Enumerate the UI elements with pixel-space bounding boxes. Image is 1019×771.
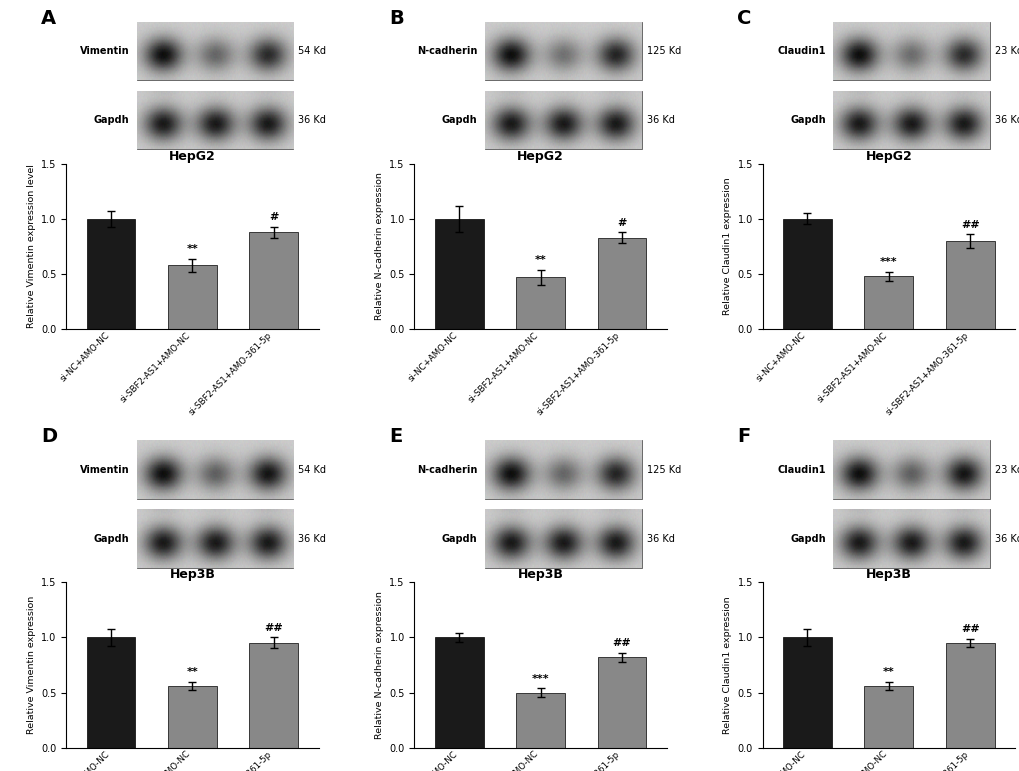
- Text: Gapdh: Gapdh: [790, 534, 824, 544]
- Text: Gapdh: Gapdh: [94, 534, 129, 544]
- Bar: [597, 237, 646, 329]
- Bar: [863, 686, 912, 748]
- Bar: [87, 638, 136, 748]
- Text: ##: ##: [264, 623, 283, 633]
- Bar: [485, 510, 641, 567]
- Bar: [434, 219, 483, 329]
- Text: Vimentin: Vimentin: [79, 465, 129, 475]
- Y-axis label: Relative Claudin1 expression: Relative Claudin1 expression: [722, 596, 732, 734]
- Text: ***: ***: [879, 258, 897, 268]
- Bar: [168, 686, 217, 748]
- Text: 125 Kd: 125 Kd: [646, 46, 680, 56]
- Text: #: #: [269, 212, 278, 222]
- Title: HepG2: HepG2: [864, 150, 911, 163]
- Text: **: **: [186, 667, 198, 677]
- Text: Gapdh: Gapdh: [441, 534, 477, 544]
- Text: 54 Kd: 54 Kd: [299, 465, 326, 475]
- Bar: [833, 440, 988, 499]
- Text: ***: ***: [531, 674, 549, 684]
- Text: N-cadherin: N-cadherin: [417, 46, 477, 56]
- Text: F: F: [737, 427, 750, 446]
- Bar: [168, 265, 217, 329]
- Bar: [833, 91, 988, 149]
- Bar: [87, 219, 136, 329]
- Text: 125 Kd: 125 Kd: [646, 465, 680, 475]
- Text: E: E: [389, 427, 403, 446]
- Text: Gapdh: Gapdh: [94, 115, 129, 125]
- Y-axis label: Relative Vimentin expression level: Relative Vimentin expression level: [26, 164, 36, 328]
- Text: 36 Kd: 36 Kd: [299, 534, 326, 544]
- Bar: [945, 241, 994, 329]
- Bar: [137, 440, 293, 499]
- Bar: [783, 219, 830, 329]
- Text: 36 Kd: 36 Kd: [646, 534, 674, 544]
- Text: C: C: [737, 8, 751, 28]
- Y-axis label: Relative N-cadherin expression: Relative N-cadherin expression: [374, 591, 383, 739]
- Text: Claudin1: Claudin1: [776, 46, 824, 56]
- Title: Hep3B: Hep3B: [865, 568, 911, 581]
- Bar: [485, 91, 641, 149]
- Bar: [137, 91, 293, 149]
- Text: ##: ##: [960, 220, 978, 230]
- Text: #: #: [616, 217, 626, 227]
- Text: 36 Kd: 36 Kd: [646, 115, 674, 125]
- Text: 54 Kd: 54 Kd: [299, 46, 326, 56]
- Y-axis label: Relative N-cadherin expression: Relative N-cadherin expression: [374, 173, 383, 321]
- Bar: [945, 643, 994, 748]
- Text: B: B: [389, 8, 404, 28]
- Bar: [137, 22, 293, 80]
- Bar: [250, 232, 298, 329]
- Text: ##: ##: [612, 638, 631, 648]
- Text: **: **: [882, 667, 894, 677]
- Text: Claudin1: Claudin1: [776, 465, 824, 475]
- Bar: [783, 638, 830, 748]
- Title: HepG2: HepG2: [169, 150, 216, 163]
- Bar: [516, 692, 565, 748]
- Bar: [516, 278, 565, 329]
- Text: 23 Kd: 23 Kd: [994, 46, 1019, 56]
- Bar: [863, 276, 912, 329]
- Title: Hep3B: Hep3B: [518, 568, 562, 581]
- Y-axis label: Relative Vimentin expression: Relative Vimentin expression: [26, 596, 36, 734]
- Y-axis label: Relative Claudin1 expression: Relative Claudin1 expression: [722, 177, 732, 315]
- Text: **: **: [186, 244, 198, 254]
- Text: 36 Kd: 36 Kd: [994, 534, 1019, 544]
- Text: **: **: [534, 255, 546, 265]
- Bar: [137, 510, 293, 567]
- Text: D: D: [41, 427, 57, 446]
- Text: Gapdh: Gapdh: [790, 115, 824, 125]
- Bar: [250, 643, 298, 748]
- Text: 36 Kd: 36 Kd: [994, 115, 1019, 125]
- Text: 36 Kd: 36 Kd: [299, 115, 326, 125]
- Bar: [833, 510, 988, 567]
- Text: Gapdh: Gapdh: [441, 115, 477, 125]
- Text: N-cadherin: N-cadherin: [417, 465, 477, 475]
- Bar: [833, 22, 988, 80]
- Bar: [485, 22, 641, 80]
- Text: ##: ##: [960, 625, 978, 634]
- Bar: [485, 440, 641, 499]
- Bar: [597, 658, 646, 748]
- Bar: [434, 638, 483, 748]
- Title: Hep3B: Hep3B: [169, 568, 215, 581]
- Text: Vimentin: Vimentin: [79, 46, 129, 56]
- Title: HepG2: HepG2: [517, 150, 564, 163]
- Text: A: A: [41, 8, 56, 28]
- Text: 23 Kd: 23 Kd: [994, 465, 1019, 475]
